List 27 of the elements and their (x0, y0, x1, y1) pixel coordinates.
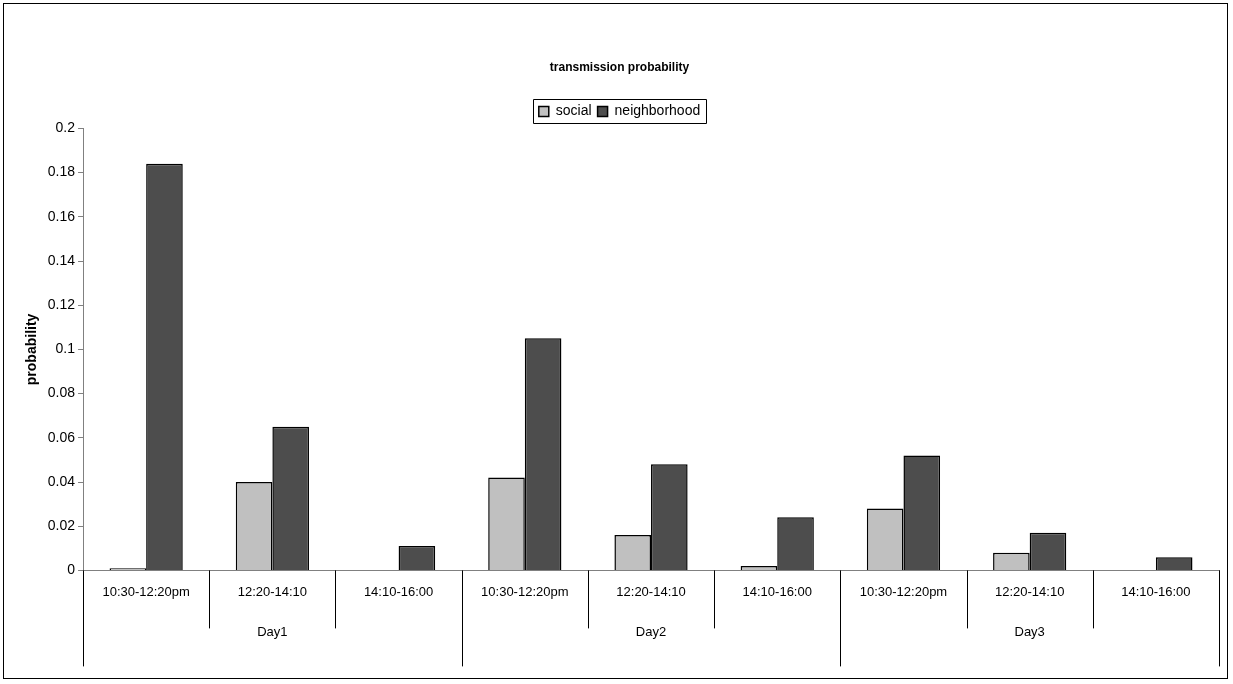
x-tick-label: 12:20-14:10 (994, 583, 1065, 599)
text: Day1 (257, 623, 288, 639)
legend-label: social (555, 102, 592, 119)
x-tick-label: 10:30-12:20pm (481, 583, 569, 599)
y-tick-label: 0.08 (47, 384, 76, 401)
y-tick-label: 0.2 (55, 119, 76, 136)
y-tick-label: 0.12 (47, 296, 76, 313)
x-tick-label: 12:20-14:10 (237, 583, 308, 599)
chart-title: transmission probability (549, 59, 690, 74)
x-tick-label: 14:10-16:00 (1121, 583, 1191, 599)
y-tick-label: 0.02 (47, 517, 76, 534)
y-tick-label: 0 (67, 561, 76, 578)
x-tick-label: 10:30-12:20pm (859, 583, 948, 599)
legend-label: neighborhood (614, 102, 701, 119)
y-axis-title: probability (23, 313, 40, 386)
y-tick-label: 0.14 (47, 251, 76, 268)
y-tick-label: 0.16 (47, 207, 76, 224)
y-tick-label: 0.06 (47, 428, 76, 445)
x-tick-label: 10:30-12:20pm (102, 583, 190, 599)
text: Day3 (1014, 623, 1045, 639)
x-tick-label: 14:10-16:00 (742, 583, 812, 599)
y-tick-label: 0.18 (47, 163, 76, 180)
x-tick-label: 14:10-16:00 (363, 583, 434, 599)
y-tick-label: 0.04 (47, 472, 76, 489)
text: Day2 (635, 623, 667, 639)
y-tick-label: 0.1 (55, 340, 76, 357)
x-tick-label: 12:20-14:10 (616, 583, 686, 599)
